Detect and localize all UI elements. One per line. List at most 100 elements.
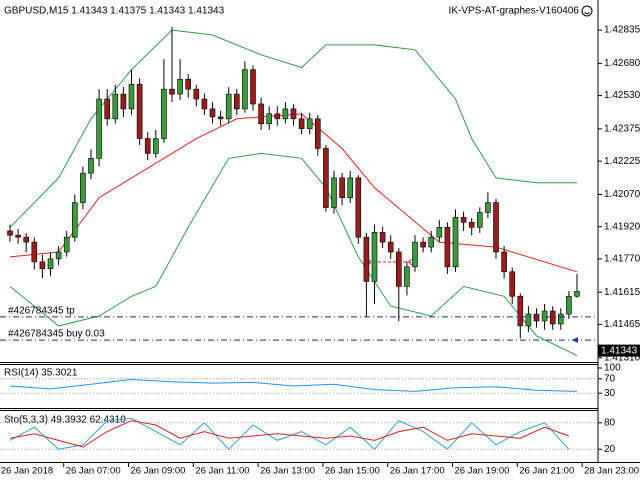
candle-body bbox=[468, 222, 475, 228]
x-tick-label: 26 Jan 21:00 bbox=[519, 466, 574, 477]
candle-body bbox=[225, 93, 232, 120]
candle-body bbox=[428, 236, 435, 248]
candle-body bbox=[549, 310, 556, 325]
x-tick-label: 28 Jan 23:00 bbox=[584, 466, 639, 477]
candle-body bbox=[282, 108, 289, 120]
x-tick-label: 26 Jan 19:00 bbox=[455, 466, 510, 477]
candle-body bbox=[444, 226, 451, 268]
y-tick-label: 1.41310 bbox=[604, 352, 640, 363]
smiley-icon bbox=[581, 5, 593, 17]
y-tick-label: 1.41770 bbox=[604, 254, 640, 265]
candle-body bbox=[331, 177, 337, 208]
candle-body bbox=[128, 83, 135, 110]
candle-body bbox=[541, 310, 548, 322]
watermark: IK-VPS-AT-graphes-V160406 bbox=[449, 6, 580, 17]
candle-body bbox=[533, 313, 540, 322]
y-tick-label: 1.42530 bbox=[604, 90, 640, 101]
x-tick-label: 26 Jan 13:00 bbox=[260, 466, 315, 477]
y-tick-label: 1.42225 bbox=[604, 156, 640, 167]
candle-body bbox=[306, 118, 313, 129]
candle-body bbox=[161, 88, 167, 139]
candle-body bbox=[144, 138, 151, 154]
y-tick-label: 1.42375 bbox=[604, 124, 640, 135]
candle-body bbox=[363, 236, 370, 282]
y-tick-label: 1.41920 bbox=[604, 221, 640, 232]
candle-body bbox=[355, 177, 362, 238]
candle-body bbox=[566, 295, 572, 315]
candle-body bbox=[209, 108, 216, 118]
x-tick-label: 26 Jan 11:00 bbox=[195, 466, 249, 477]
candle-body bbox=[290, 108, 297, 120]
candle-body bbox=[185, 78, 191, 90]
candle-body bbox=[258, 103, 264, 125]
chart-title: GBPUSD,M15 1.41343 1.41375 1.41343 1.413… bbox=[4, 6, 225, 17]
y-tick-label: 1.42835 bbox=[604, 25, 640, 36]
candle-body bbox=[15, 234, 21, 238]
candle-body bbox=[242, 69, 248, 110]
x-tick-label: 26 Jan 07:00 bbox=[66, 466, 121, 477]
candle-body bbox=[323, 148, 329, 208]
candle-body bbox=[298, 118, 305, 129]
y-tick-label: 30 bbox=[604, 388, 616, 399]
candle-body bbox=[509, 271, 516, 297]
candle-body bbox=[177, 78, 183, 95]
candle-body bbox=[193, 88, 200, 100]
indicator-line bbox=[9, 378, 578, 392]
candle-body bbox=[574, 291, 580, 297]
candle-body bbox=[557, 313, 564, 325]
indicator-line bbox=[9, 152, 578, 357]
indicator-line bbox=[9, 417, 570, 450]
candle-body bbox=[371, 231, 378, 282]
stoch-title: Sto(5,3,3) 49.3932 62.4310 bbox=[4, 415, 126, 426]
candle-body bbox=[234, 93, 240, 110]
candle-body bbox=[217, 116, 224, 120]
candle-body bbox=[436, 226, 443, 238]
candle-body bbox=[395, 251, 402, 287]
candle-body bbox=[485, 202, 491, 213]
candle-body bbox=[493, 202, 499, 253]
candle-body bbox=[266, 113, 273, 125]
candle-body bbox=[379, 231, 386, 243]
smiley-mouth bbox=[584, 12, 590, 15]
candle-body bbox=[501, 251, 507, 273]
candle-body bbox=[136, 83, 143, 139]
indicator-line bbox=[9, 420, 570, 448]
candle-body bbox=[72, 202, 78, 238]
candle-body bbox=[201, 98, 208, 110]
candle-body bbox=[153, 138, 159, 154]
y-tick-label: 1.42680 bbox=[604, 58, 640, 69]
candle-body bbox=[96, 98, 102, 159]
candle-body bbox=[120, 93, 127, 110]
candle-body bbox=[55, 251, 62, 260]
y-tick-label: 1.41465 bbox=[604, 319, 640, 330]
x-tick-label: 26 Jan 15:00 bbox=[325, 466, 380, 477]
candle-body bbox=[314, 118, 321, 149]
candle-body bbox=[347, 177, 354, 198]
order-label: #426784345 buy 0.03 bbox=[8, 329, 105, 340]
y-tick-label: 1.41615 bbox=[604, 287, 640, 298]
candle-body bbox=[80, 172, 86, 203]
candle-body bbox=[104, 98, 110, 120]
candle-body bbox=[274, 113, 281, 120]
bid-label: 1.41343 bbox=[601, 345, 638, 356]
y-tick-label: 80 bbox=[604, 417, 616, 428]
candle-body bbox=[420, 241, 426, 248]
candle-body bbox=[476, 212, 483, 228]
candle-body bbox=[404, 266, 410, 287]
candle-body bbox=[23, 236, 30, 243]
candle-body bbox=[452, 217, 459, 268]
indicator-line bbox=[9, 29, 577, 228]
candle-body bbox=[112, 93, 119, 120]
x-tick-label: 26 Jan 09:00 bbox=[131, 466, 186, 477]
candle-body bbox=[63, 236, 70, 253]
y-tick-label: 1.42070 bbox=[604, 189, 640, 200]
candle-body bbox=[39, 261, 46, 270]
candle-body bbox=[460, 217, 467, 223]
candle-body bbox=[339, 177, 345, 198]
candle-body bbox=[250, 69, 256, 105]
order-label: #426784345 tp bbox=[8, 306, 75, 317]
candle-body bbox=[169, 88, 175, 95]
candle-body bbox=[412, 241, 418, 268]
